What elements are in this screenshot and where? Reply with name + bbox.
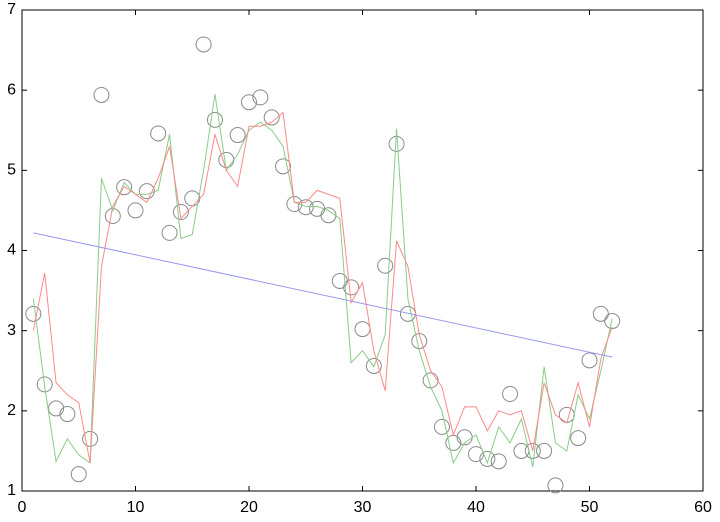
scatter-point [70, 466, 87, 483]
scatter-point [604, 313, 621, 330]
scatter-point [59, 406, 76, 423]
y-tick-label: 2 [7, 402, 16, 419]
scatter-point [433, 418, 450, 435]
scatter-point [82, 430, 99, 447]
scatter-point [297, 199, 314, 216]
scatter-point [127, 202, 144, 219]
y-tick-label: 3 [7, 322, 16, 339]
scatter-point [241, 94, 257, 111]
scatter-point [592, 305, 609, 322]
scatter-point [286, 196, 303, 213]
x-tick-label: 50 [581, 499, 599, 516]
line-series [32, 94, 613, 468]
scatter-point [581, 352, 598, 369]
scatter-point [524, 442, 541, 459]
scatter-point [558, 406, 575, 423]
scatter-point [479, 450, 496, 467]
scatter-point [116, 179, 133, 196]
scatter-point [36, 376, 53, 393]
y-tick-label: 4 [7, 242, 16, 259]
plot-frame [21, 9, 704, 492]
scatter-point [48, 400, 65, 417]
x-tick-label: 30 [354, 499, 372, 516]
scatter-point [513, 442, 530, 459]
scatter-point [502, 385, 519, 402]
x-tick-label: 0 [18, 499, 27, 516]
line-series [33, 232, 613, 358]
scatter-point [399, 305, 416, 322]
scatter-point [25, 305, 42, 322]
scatter-point [93, 86, 110, 103]
line-series [32, 111, 613, 464]
x-tick-label: 60 [694, 499, 712, 516]
x-tick-label: 40 [467, 499, 485, 516]
scatter-point [263, 109, 280, 126]
x-tick-label: 20 [240, 499, 258, 516]
y-tick-label: 1 [7, 482, 16, 499]
scatter-point [343, 279, 360, 296]
scatter-point [354, 321, 371, 338]
scatter-point [138, 183, 155, 200]
scatter-point [377, 257, 394, 274]
scatter-point [275, 158, 292, 175]
scatter-point [536, 442, 553, 459]
y-tick-label: 6 [7, 81, 16, 98]
scatter-point [161, 224, 178, 241]
scatter-point [547, 477, 564, 494]
scatter-point [252, 89, 269, 106]
scatter-point [229, 127, 246, 144]
y-tick-label: 5 [7, 162, 16, 179]
x-tick-label: 10 [127, 499, 145, 516]
scatter-point [150, 125, 167, 142]
scatter-point [365, 357, 382, 374]
scatter-point [206, 111, 223, 128]
scatter-point [309, 200, 326, 217]
y-tick-label: 7 [7, 1, 16, 18]
scatter-point [570, 430, 587, 447]
scatter-point [195, 36, 212, 53]
scatter-point [388, 135, 405, 152]
scatter-point [172, 204, 189, 221]
scatter-point [490, 453, 507, 470]
